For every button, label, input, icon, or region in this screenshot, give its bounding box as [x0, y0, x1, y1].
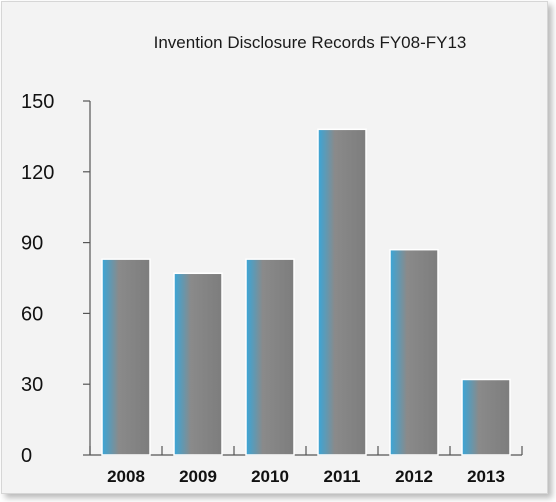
x-tick-label: 2012	[395, 467, 433, 486]
bars	[101, 128, 511, 456]
x-tick-label: 2008	[107, 467, 145, 486]
bar	[101, 258, 151, 456]
x-tick-label: 2013	[467, 467, 505, 486]
x-tick-label: 2011	[324, 467, 361, 486]
x-tick-label: 2010	[251, 467, 289, 486]
bar	[245, 258, 295, 456]
y-tick-labels: 0 30 60 90 120 150	[21, 91, 54, 467]
y-tick-label: 60	[21, 303, 43, 325]
bar	[461, 378, 511, 456]
bar	[317, 128, 367, 456]
y-tick-label: 90	[21, 233, 43, 255]
x-tick-label: 2009	[179, 467, 217, 486]
x-tick-labels: 2008 2009 2010 2011 2012 2013	[107, 467, 505, 486]
bar	[389, 248, 439, 456]
y-tick-label: 150	[21, 91, 54, 113]
y-tick-label: 120	[21, 162, 54, 184]
y-tick-label: 30	[21, 374, 43, 396]
chart-title: Invention Disclosure Records FY08-FY13	[154, 33, 467, 52]
bar	[173, 272, 223, 456]
y-tick-label: 0	[21, 445, 32, 467]
axes	[83, 100, 523, 456]
